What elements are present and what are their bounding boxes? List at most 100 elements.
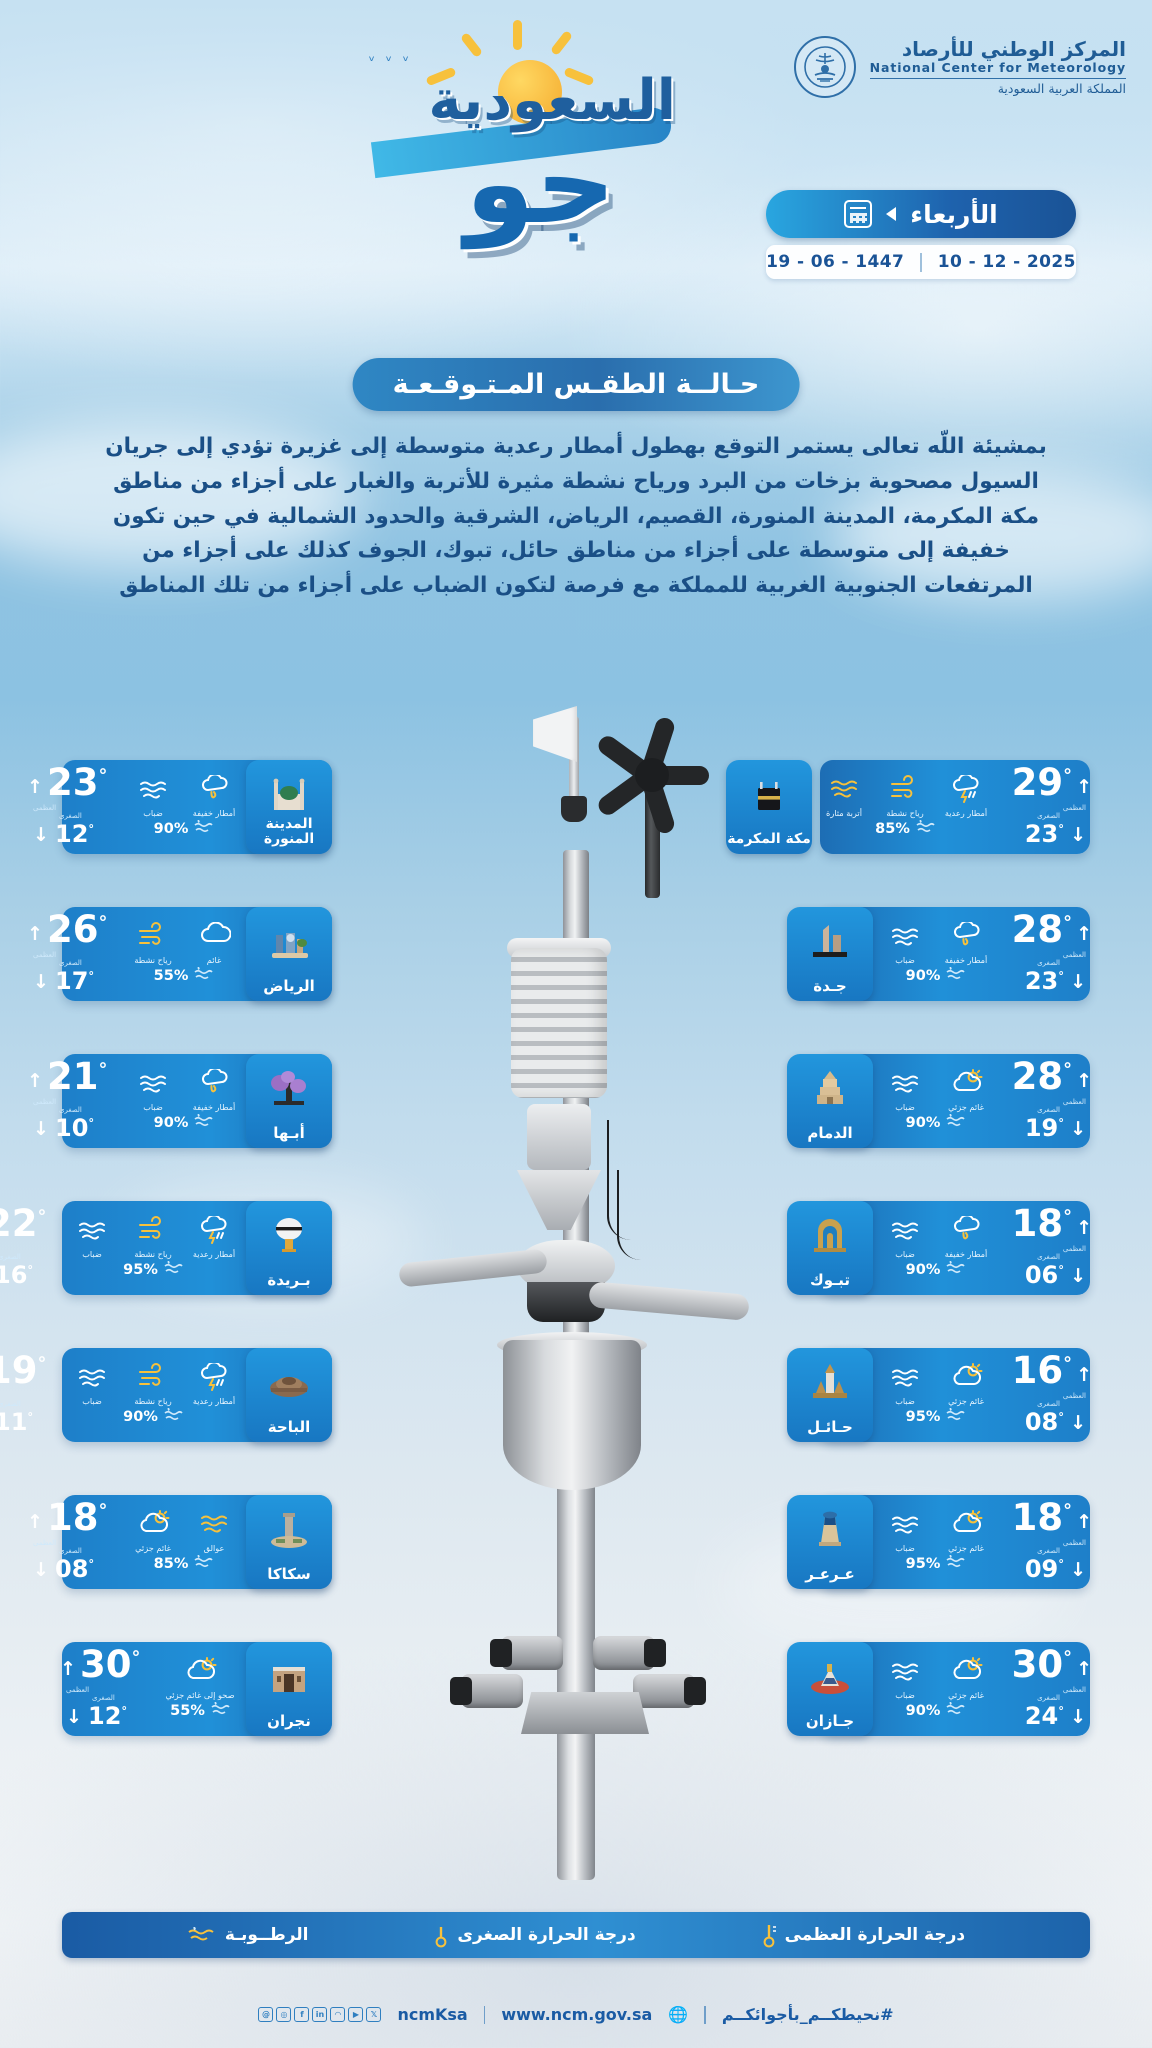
legend-label: درجة الحرارة الصغرى [457,1925,636,1945]
city-weather-card[interactable]: المدينة المنورة أمطار خفيفة ضباب 90% 23°… [27,760,332,854]
down-arrow-icon: ↓ [1070,1118,1086,1140]
condition-label: رياح نشطة [134,1249,172,1259]
city-badge[interactable]: الدمام [787,1054,873,1148]
temperature-block: 26° ↑ العظمى 17° ↓ الصغرى [27,907,121,1001]
temperature-block: 19° ↑ العظمى 11° ↓ الصغرى [0,1348,60,1442]
fog-icon [136,775,170,807]
city-name: جـازان [805,1711,855,1730]
x-icon[interactable]: 𝕏 [366,2007,382,2022]
condition: أتربة مثارة [818,775,870,818]
up-arrow-icon: ↑ [27,923,43,945]
riyadh-skyline-icon [246,911,332,961]
city-weather-card[interactable]: 29° ↑ العظمى 23° ↓ الصغرى أمطار رعدية ري… [726,760,1092,854]
city-name: الرياض [263,976,315,995]
city-badge[interactable]: مكة المكرمة [726,760,812,854]
windy-icon [136,1216,170,1248]
condition-label: أمطار رعدية [192,1396,236,1406]
city-badge[interactable]: المدينة المنورة [246,760,332,854]
city-name: مكة المكرمة [727,830,811,847]
fog-icon [888,1510,922,1542]
social-handle[interactable]: ncmKsa [397,2005,468,2024]
high-temp: 16° [1011,1349,1072,1392]
facebook-icon[interactable]: f [294,2007,310,2022]
down-arrow-icon: ↓ [33,1118,49,1140]
birds-icon: ᵛ ᵛ ᵛ [368,52,412,70]
humidity-icon [193,966,214,986]
city-badge[interactable]: عـرعـر [787,1495,873,1589]
light-rain-icon [197,773,231,807]
condition-label: أمطار خفيفة [192,808,236,818]
brand-kingdom-name: المملكة العربية السعودية [869,77,1126,96]
temperature-block: 18° ↑ العظمى 09° ↓ الصغرى [998,1495,1092,1589]
city-badge[interactable]: الرياض [246,907,332,1001]
condition-label: غائم جزئي [948,1396,984,1406]
humidity-icon [163,1407,183,1427]
humidity-value: 55% [127,966,240,986]
city-badge[interactable]: تبـوك [787,1201,873,1295]
social-icon-group[interactable]: 𝕏 ▶ ◠ in f ◎ @ [258,2007,382,2022]
up-arrow-icon: ↑ [60,1658,76,1680]
saudi-emblem-icon [793,36,856,98]
city-weather-card[interactable]: بـريدة أمطار رعدية رياح نشطة ضباب 95% 22… [0,1201,332,1295]
low-label: الصغرى [59,812,82,820]
condition: ضباب [879,1363,931,1406]
city-weather-card[interactable]: 28° ↑ العظمى 19° ↓ الصغرى غائم جزئي ضباب… [787,1054,1092,1148]
temperature-block: 18° ↑ العظمى 06° ↓ الصغرى [998,1201,1092,1295]
city-weather-card[interactable]: 18° ↑ العظمى 06° ↓ الصغرى أمطار خفيفة ضب… [787,1201,1092,1295]
city-weather-card[interactable]: أبـها أمطار خفيفة ضباب 90% 21° ↑ العظمى … [27,1054,332,1148]
low-label: الصغرى [1037,1106,1060,1114]
city-weather-card[interactable]: 18° ↑ العظمى 09° ↓ الصغرى غائم جزئي ضباب… [787,1495,1092,1589]
city-weather-card[interactable]: 16° ↑ العظمى 08° ↓ الصغرى غائم جزئي ضباب… [787,1348,1092,1442]
sakaka-tower-icon [246,1499,332,1549]
city-cards-right-column: 29° ↑ العظمى 23° ↓ الصغرى أمطار رعدية ري… [726,760,1092,1789]
city-badge[interactable]: جـدة [787,907,873,1001]
city-weather-card[interactable]: نجران صحو إلى غائم جزئي 55% 30° ↑ العظمى… [60,1642,332,1736]
condition: غائم جزئي [940,1657,992,1700]
dammam-tower-icon [787,1058,873,1108]
condition: ضباب [879,1069,931,1112]
conditions-block: غائم جزئي ضباب 95% [873,1495,998,1589]
city-name: تبـوك [809,1270,851,1289]
city-badge[interactable]: نجران [246,1642,332,1736]
city-weather-card[interactable]: الرياض غائم رياح نشطة 55% 26° ↑ العظمى 1… [27,907,332,1001]
condition-label: ضباب [143,1102,163,1112]
instagram-icon[interactable]: ◎ [276,2007,292,2022]
city-badge[interactable]: الباحة [246,1348,332,1442]
city-weather-card[interactable]: سكاكا عوالق غائم جزئي 85% 18° ↑ العظمى 0… [27,1495,332,1589]
condition-label: غائم جزئي [135,1543,171,1553]
youtube-icon[interactable]: ▶ [348,2007,364,2022]
legend-item-min-temp: درجة الحرارة الصغرى [433,1922,636,1948]
threads-icon[interactable]: @ [258,2007,274,2022]
city-weather-card[interactable]: 28° ↑ العظمى 23° ↓ الصغرى أمطار خفيفة ضب… [787,907,1092,1001]
condition: رياح نشطة [127,922,179,965]
light-rain-icon [949,920,983,954]
humidity-value: 55% [160,1701,240,1721]
snapchat-icon[interactable]: ◠ [330,2007,346,2022]
humidity-icon [945,1554,966,1574]
website-url[interactable]: www.ncm.gov.sa [501,2005,653,2024]
tabuk-gate-icon [787,1205,873,1255]
city-badge[interactable]: أبـها [246,1054,332,1148]
humidity-icon [210,1701,230,1721]
fog-icon [888,922,922,954]
city-badge[interactable]: بـريدة [246,1201,332,1295]
condition: أمطار خفيفة [188,1067,240,1112]
city-badge[interactable]: جـازان [787,1642,873,1736]
high-temp: 18° [47,1496,108,1539]
city-weather-card[interactable]: الباحة أمطار رعدية رياح نشطة ضباب 90% 19… [0,1348,332,1442]
day-bar[interactable]: الأربعاء [766,190,1076,238]
date-badge[interactable]: الأربعاء 2025 - 12 - 10 1447 - 06 - 19 [766,190,1076,279]
condition: ضباب [879,1657,931,1700]
condition-label: أمطار خفيفة [192,1102,236,1112]
city-badge[interactable]: سكاكا [246,1495,332,1589]
humidity-value: 95% [879,1554,992,1574]
fog-icon [888,1216,922,1248]
city-weather-card[interactable]: 30° ↑ العظمى 24° ↓ الصغرى غائم جزئي ضباب… [787,1642,1092,1736]
city-name: عـرعـر [805,1564,855,1583]
city-badge[interactable]: حـائـل [787,1348,873,1442]
up-arrow-icon: ↑ [1076,923,1092,945]
temperature-block: 30° ↑ العظمى 24° ↓ الصغرى [998,1642,1092,1736]
max-thermometer-icon [763,1925,776,1948]
linkedin-icon[interactable]: in [312,2007,328,2022]
high-temp: 22° [0,1202,47,1245]
